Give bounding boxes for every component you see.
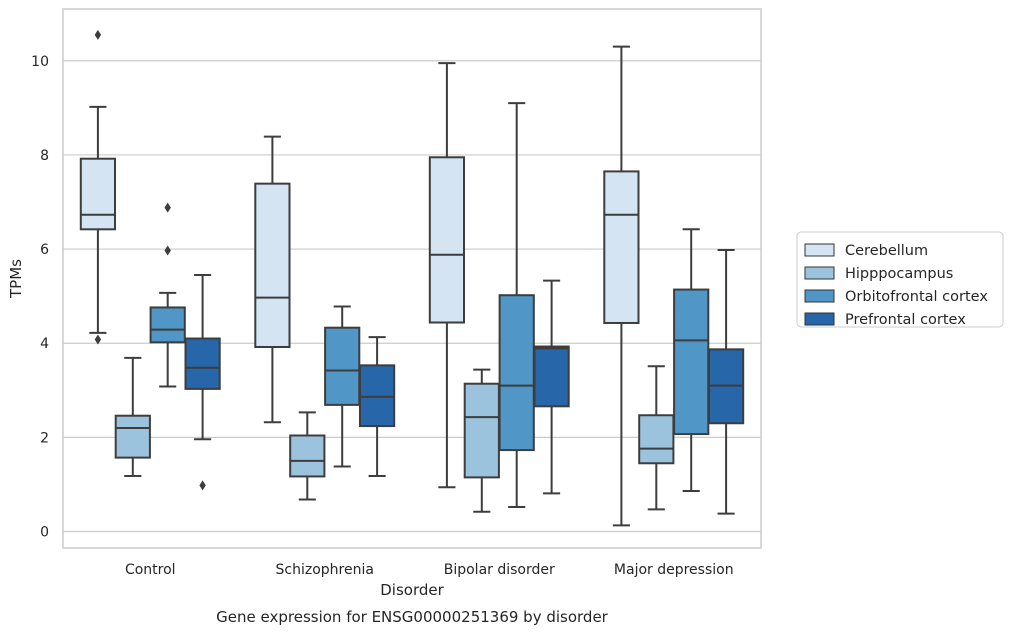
box-prefrontal-cortex <box>358 336 396 477</box>
y-tick-label: 10 <box>31 54 49 70</box>
legend-swatch <box>804 312 835 326</box>
box-cerebellum <box>428 62 466 489</box>
x-tick-label: Schizophrenia <box>276 562 374 578</box>
box-cerebellum <box>79 29 117 345</box>
outlier-point <box>94 334 102 345</box>
legend-label: Hipppocampus <box>845 266 953 282</box>
chart-caption: Gene expression for ENSG00000251369 by d… <box>216 608 609 626</box>
y-tick-label: 0 <box>40 525 49 541</box>
box-orbitofrontal-cortex <box>673 228 710 493</box>
box-orbitofrontal-cortex <box>498 102 535 509</box>
iqr-box <box>463 382 500 479</box>
iqr-box <box>533 345 570 408</box>
x-tick-label: Control <box>125 562 176 578</box>
box-prefrontal-cortex <box>184 273 221 491</box>
box-cerebellum <box>603 45 640 527</box>
outlier-point <box>164 202 171 213</box>
y-tick-label: 2 <box>40 430 49 446</box>
box-cerebellum <box>254 135 291 424</box>
plot-frame <box>62 8 762 549</box>
legend: Cerebellum Hipppocampus Orbitofrontal cort… <box>796 231 1004 328</box>
iqr-box <box>254 182 291 348</box>
iqr-box <box>358 364 396 428</box>
legend-swatch <box>804 266 835 280</box>
iqr-box <box>498 294 535 452</box>
plot-area <box>79 29 745 527</box>
iqr-box <box>289 434 326 478</box>
y-axis-ticks: 0 2 4 6 8 10 <box>31 54 49 541</box>
x-axis-label: Disorder <box>380 581 444 599</box>
box-hipppocampus <box>114 356 151 477</box>
x-tick-label: Bipolar disorder <box>444 562 555 578</box>
box-orbitofrontal-cortex <box>324 305 361 468</box>
legend-label: Cerebellum <box>845 243 928 259</box>
legend-label: Prefrontal cortex <box>845 312 966 328</box>
outlier-point <box>94 29 102 40</box>
iqr-box <box>603 170 640 324</box>
iqr-box <box>149 306 186 344</box>
x-tick-label: Major depression <box>614 562 734 578</box>
y-tick-label: 4 <box>40 336 49 352</box>
box-hipppocampus <box>638 365 675 511</box>
box-hipppocampus <box>463 368 500 513</box>
y-tick-label: 8 <box>40 148 49 164</box>
iqr-box <box>324 326 361 406</box>
box-prefrontal-cortex <box>707 249 745 515</box>
iqr-box <box>673 288 710 436</box>
legend-swatch <box>804 243 835 257</box>
iqr-box <box>184 337 221 390</box>
outlier-point <box>164 245 171 256</box>
iqr-box <box>428 156 466 324</box>
y-tick-label: 6 <box>40 242 49 258</box>
box-prefrontal-cortex <box>533 279 570 495</box>
outlier-point <box>199 480 206 491</box>
iqr-box <box>638 414 675 465</box>
x-axis-ticks: Control Schizophrenia Bipolar disorder Majo… <box>125 562 734 578</box>
iqr-box <box>79 157 117 231</box>
legend-swatch <box>804 289 835 303</box>
legend-label: Orbitofrontal cortex <box>845 289 988 305</box>
box-hipppocampus <box>289 411 326 501</box>
legend-frame <box>796 231 1004 328</box>
y-axis-label: TPMs <box>7 259 25 299</box>
iqr-box <box>114 414 151 459</box>
box-orbitofrontal-cortex <box>149 202 186 388</box>
